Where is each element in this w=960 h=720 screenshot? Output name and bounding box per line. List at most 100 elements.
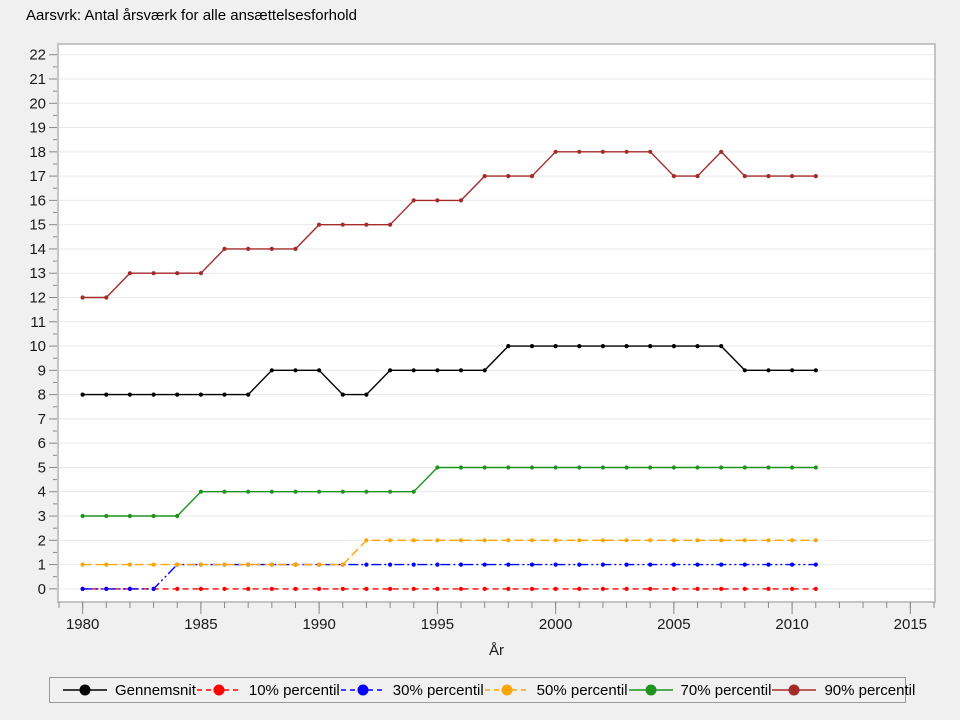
data-point [648, 538, 653, 543]
series-line-30-percentil [82, 563, 816, 590]
data-point [482, 538, 487, 543]
data-point [506, 538, 511, 543]
data-point [813, 562, 818, 567]
data-point [435, 368, 440, 373]
data-point [766, 174, 771, 179]
data-point [482, 465, 487, 470]
data-point [80, 586, 85, 592]
data-point [198, 271, 203, 276]
y-tick-label: 5 [38, 459, 46, 476]
data-point [246, 392, 251, 397]
data-point [671, 174, 677, 179]
data-point [127, 271, 132, 276]
data-point [671, 586, 677, 592]
y-tick-label: 15 [29, 217, 46, 234]
data-point [458, 198, 464, 203]
legend-label: 10% percentil [248, 681, 340, 699]
data-point [695, 465, 700, 470]
data-point [364, 222, 369, 227]
data-point [600, 465, 606, 470]
data-point [151, 271, 156, 276]
data-point [198, 489, 203, 494]
legend-label: 30% percentil [392, 681, 484, 699]
data-point [553, 538, 558, 543]
data-point [577, 149, 582, 154]
legend-label: 90% percentil [824, 681, 916, 699]
data-point [198, 562, 203, 567]
legend-item-90-percentil: 90% percentil [771, 682, 915, 699]
data-point [127, 586, 132, 592]
legend-item-10-percentil: 10% percentil [196, 682, 340, 699]
data-point [742, 538, 747, 543]
y-tick-label: 8 [38, 387, 46, 404]
data-point [127, 513, 132, 519]
data-point [104, 392, 109, 397]
series-line-90-percentil [82, 150, 816, 299]
data-point [435, 562, 440, 567]
data-point [340, 562, 345, 567]
data-point [577, 344, 582, 349]
data-point [80, 513, 85, 519]
data-point [813, 465, 818, 470]
data-point [529, 344, 535, 349]
data-point [742, 562, 747, 567]
series-gennemsnit [80, 344, 818, 397]
legend-item-gennemsnit: Gennemsnit [62, 682, 196, 699]
data-point [317, 368, 322, 373]
data-point [506, 562, 511, 567]
data-point [600, 538, 606, 543]
data-point [458, 586, 464, 592]
data-point [790, 465, 795, 470]
data-point [671, 344, 677, 349]
data-point [648, 562, 653, 567]
data-point [80, 295, 85, 300]
data-point [529, 465, 535, 470]
data-point [695, 174, 700, 179]
data-point [388, 562, 393, 567]
data-point [695, 562, 700, 567]
data-point [600, 149, 606, 154]
x-axis: 1980 1985 1990 1995 2000 2005 2010 2015 [58, 602, 935, 633]
data-point [269, 586, 274, 592]
data-point [742, 586, 747, 592]
plot-border [57, 43, 936, 603]
legend-marker-gennemsnit [63, 684, 107, 696]
data-point [246, 562, 251, 567]
data-point [269, 489, 274, 494]
data-point [127, 392, 132, 397]
data-point [529, 586, 535, 592]
y-tick-label: 3 [38, 508, 46, 525]
data-point [742, 368, 747, 373]
data-point [695, 538, 700, 543]
data-point [175, 392, 180, 397]
x-tick-label: 1985 [184, 616, 217, 633]
x-tick-label: 2010 [775, 616, 808, 633]
data-point [411, 586, 416, 592]
data-point [790, 562, 795, 567]
data-point [104, 586, 109, 592]
data-point [671, 538, 677, 543]
data-point [104, 562, 109, 567]
data-point [482, 562, 487, 567]
data-point [742, 174, 747, 179]
y-tick-label: 14 [29, 241, 46, 258]
y-tick-label: 21 [29, 71, 46, 88]
data-point [411, 368, 416, 373]
data-point [175, 562, 180, 567]
data-point [624, 149, 629, 154]
data-point [293, 368, 298, 373]
data-point [719, 538, 724, 543]
y-tick-label: 17 [29, 168, 46, 185]
legend-label: 70% percentil [680, 681, 772, 699]
y-tick-label: 13 [29, 265, 46, 282]
data-point [648, 344, 653, 349]
data-point [766, 368, 771, 373]
data-point [695, 344, 700, 349]
y-tick-label: 11 [30, 314, 46, 331]
data-point [529, 174, 535, 179]
data-point [435, 586, 440, 592]
data-point [553, 465, 558, 470]
data-point [695, 586, 700, 592]
data-point [246, 586, 251, 592]
data-point [198, 586, 203, 592]
